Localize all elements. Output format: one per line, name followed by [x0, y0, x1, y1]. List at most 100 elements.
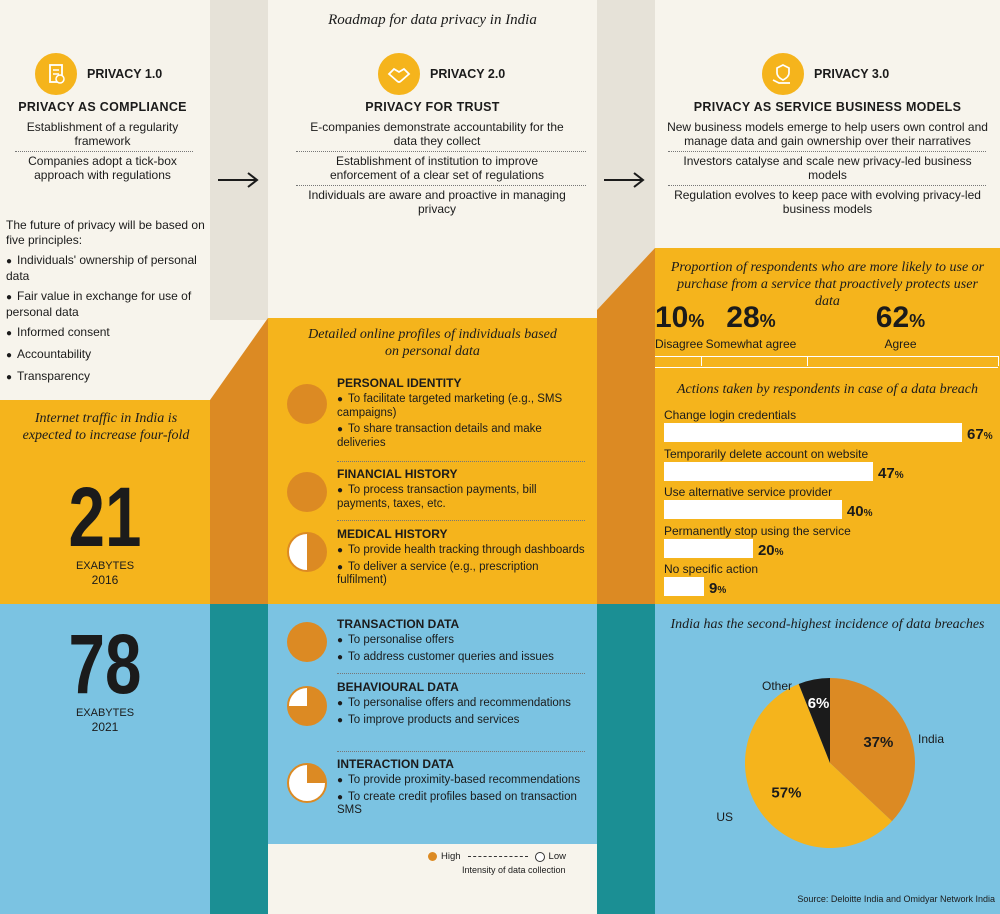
legend-caption: Intensity of data collection [462, 865, 566, 875]
respondents-title: Proportion of respondents who are more l… [670, 260, 985, 309]
traffic-2016-value: 21 [68, 470, 142, 564]
profile-line: To provide proximity-based recommendatio… [337, 774, 587, 788]
pie-label-other: Other [762, 679, 792, 693]
page-title: Roadmap for data privacy in India [328, 12, 537, 28]
profile-line: To deliver a service (e.g., prescription… [337, 561, 587, 588]
action-value: 47% [878, 464, 904, 482]
divider [296, 185, 586, 186]
privacy-2-item: Individuals are aware and proactive in m… [308, 188, 566, 216]
profile-line: To improve products and services [337, 714, 587, 728]
traffic-title: Internet traffic in India is expected to… [22, 411, 190, 443]
action-label: Temporarily delete account on website [664, 446, 869, 461]
pie-value-us: 57% [771, 785, 801, 802]
divider [337, 520, 585, 521]
respondent-group-somewhat: 28% Somewhat agree [701, 301, 801, 352]
intensity-quarter-icon [287, 763, 327, 803]
profile-line: To address customer queries and issues [337, 651, 587, 665]
pie-slice-india [830, 678, 915, 822]
breaches-title: India has the second-highest incidence o… [670, 617, 985, 632]
respondent-label: Agree [884, 337, 917, 351]
legend-high: High [441, 851, 461, 862]
profile-line: To share transaction details and make de… [337, 423, 587, 450]
principle-item: Individuals' ownership of personal data [6, 253, 206, 283]
breaches-pie-chart: 37% India 57% US 6% Other [716, 678, 944, 848]
pie-slice-us [745, 683, 892, 848]
respondents-seg [807, 356, 808, 366]
profile-transaction-data: TRANSACTION DATA To personalise offers T… [287, 617, 587, 664]
profile-behavioural-data: BEHAVIOURAL DATA To personalise offers a… [287, 680, 587, 727]
respondents-bar: 10% Disagree 28% Somewhat agree 62% Agre… [655, 302, 1000, 370]
principles-intro: The future of privacy will be based on f… [6, 218, 205, 247]
respondent-group-disagree: 10% Disagree [655, 301, 705, 352]
action-value: 40% [846, 503, 873, 520]
intensity-legend: High Low Intensity of data collection [428, 851, 603, 875]
pie-label-india: India [918, 732, 944, 746]
traffic-2021: 78 EXABYTES 2021 [0, 622, 210, 734]
action-bar [664, 577, 705, 596]
low-dot-icon [534, 851, 545, 862]
profile-interaction-data: INTERACTION DATA To provide proximity-ba… [287, 757, 587, 818]
privacy-1-subtitle: PRIVACY AS COMPLIANCE [18, 100, 187, 114]
traffic-2016-unit: EXABYTES [75, 560, 135, 572]
respondent-label: Somewhat agree [705, 337, 797, 351]
privacy-3-item: Regulation evolves to keep pace with evo… [674, 188, 981, 216]
profile-financial-history: FINANCIAL HISTORY To process transaction… [287, 467, 587, 512]
profile-line: To personalise offers [337, 634, 587, 648]
action-value: 20% [757, 541, 784, 559]
principle-item: Fair value in exchange for use of person… [6, 289, 206, 319]
profile-name: BEHAVIOURAL DATA [337, 680, 459, 694]
intensity-half-icon [287, 532, 327, 572]
respondent-label: Disagree [655, 337, 704, 351]
privacy-1-item: Establishment of a regularity framework [26, 120, 179, 148]
privacy-3-item: Investors catalyse and scale new privacy… [683, 154, 972, 182]
arrow-icon [467, 856, 528, 857]
divider [15, 151, 193, 152]
handshake-icon [378, 53, 420, 95]
intensity-full-icon [287, 384, 327, 424]
respondent-pct: 62 [875, 301, 910, 334]
traffic-2021-unit: EXABYTES [75, 707, 135, 719]
action-label: No specific action [664, 562, 759, 576]
action-label: Permanently stop using the service [664, 523, 851, 538]
privacy-2-label: PRIVACY 2.0 [430, 67, 506, 81]
privacy-3-label: PRIVACY 3.0 [814, 67, 890, 81]
pie-value-other: 6% [808, 695, 830, 712]
privacy-3-header: PRIVACY 3.0 [762, 52, 942, 96]
respondents-seg [998, 356, 999, 366]
hand-shield-icon [762, 53, 804, 95]
profile-name: PERSONAL IDENTITY [337, 376, 462, 390]
traffic-2016: 21 EXABYTES 2016 [0, 475, 210, 587]
pie-label-us: US [716, 810, 733, 824]
action-bar [664, 461, 874, 481]
pie-slice-other [798, 678, 830, 763]
divider [337, 751, 585, 752]
respondent-group-agree: 62% Agree [803, 301, 998, 352]
profile-line: To process transaction payments, bill pa… [337, 484, 587, 511]
privacy-2-header: PRIVACY 2.0 [378, 52, 558, 96]
principle-item: Transparency [6, 369, 206, 385]
principle-item: Informed consent [6, 325, 206, 341]
privacy-3-item: New business models emerge to help users… [667, 120, 988, 148]
privacy-2-subtitle: PRIVACY FOR TRUST [365, 100, 500, 114]
profile-line: To create credit profiles based on trans… [337, 791, 587, 818]
principle-item: Accountability [6, 347, 206, 363]
grey-column-left [210, 0, 268, 320]
grey-column-right [597, 0, 655, 310]
high-dot-icon [428, 852, 437, 861]
privacy-2-item: E-companies demonstrate accountability f… [310, 120, 564, 148]
profiles-title: Detailed online profiles of individuals … [308, 327, 557, 359]
traffic-2016-year: 2016 [91, 573, 119, 587]
pie-value-india: 37% [863, 734, 893, 751]
principles-block: The future of privacy will be based on f… [6, 218, 206, 385]
divider [668, 185, 986, 186]
respondents-seg [701, 356, 702, 366]
profile-medical-history: MEDICAL HISTORY To provide health tracki… [287, 527, 587, 588]
privacy-1-item: Companies adopt a tick-box approach with… [28, 154, 177, 182]
traffic-2021-value: 78 [68, 617, 142, 711]
profile-personal-identity: PERSONAL IDENTITY To facilitate targeted… [287, 376, 587, 450]
document-check-icon [35, 53, 77, 95]
action-value: 9% [709, 580, 727, 597]
respondent-pct: 28 [726, 301, 760, 334]
traffic-2021-year: 2021 [91, 720, 119, 734]
intensity-full-icon [287, 472, 327, 512]
